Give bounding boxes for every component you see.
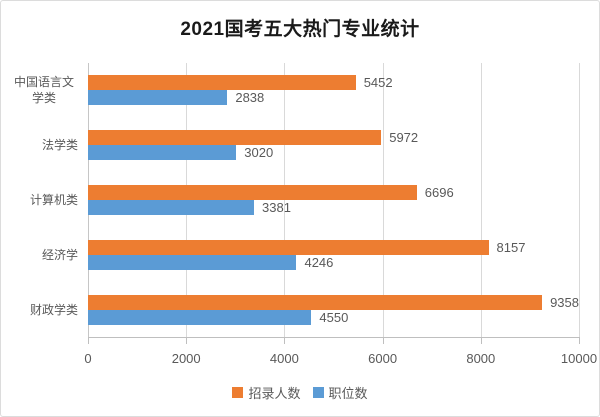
gridline bbox=[579, 63, 580, 337]
category-label: 计算机类 bbox=[29, 192, 78, 207]
legend-item: 招录人数 bbox=[232, 383, 301, 402]
category-cell: 财政学类 bbox=[1, 282, 83, 337]
x-axis-tick-label: 10000 bbox=[560, 351, 598, 366]
table-row: 6696 3381 bbox=[88, 173, 579, 228]
bar-line: 3381 bbox=[88, 199, 579, 215]
value-label: 4550 bbox=[319, 309, 349, 325]
axis-tick-mark bbox=[579, 337, 580, 344]
bar-line: 4550 bbox=[88, 309, 579, 325]
position-count-bar bbox=[88, 145, 237, 161]
bar-line: 9358 bbox=[88, 294, 579, 310]
value-label: 2838 bbox=[235, 90, 265, 106]
table-row: 8157 4246 bbox=[88, 227, 579, 282]
position-count-bar bbox=[88, 199, 254, 215]
legend-item: 职位数 bbox=[312, 383, 368, 402]
bar-line: 2838 bbox=[88, 90, 579, 106]
gridline bbox=[284, 63, 286, 337]
x-axis-tick-label: 2000 bbox=[171, 351, 201, 366]
value-label: 5972 bbox=[389, 130, 419, 146]
bar-rows-layer: 5452 2838 5972 3020 6696 3381 8157 4246 9358 4550 bbox=[88, 63, 579, 337]
category-cell: 中国语言文学类 bbox=[1, 63, 83, 118]
x-axis: 0 2000 4000 6000 8000 10000 bbox=[84, 351, 597, 367]
bar-line: 4246 bbox=[88, 254, 579, 270]
bar-line: 6696 bbox=[88, 184, 579, 200]
legend-label: 招录人数 bbox=[248, 386, 301, 401]
bar-line: 3020 bbox=[88, 145, 579, 161]
category-cell: 法学类 bbox=[1, 118, 83, 173]
position-count-bar bbox=[88, 254, 297, 270]
recruit-count-bar bbox=[88, 184, 417, 200]
category-label: 中国语言文学类 bbox=[13, 75, 74, 106]
axis-tick-mark bbox=[480, 337, 482, 344]
value-label: 8157 bbox=[496, 239, 526, 255]
value-label: 4246 bbox=[304, 254, 334, 270]
value-label: 3381 bbox=[262, 199, 291, 215]
category-cell: 计算机类 bbox=[1, 173, 83, 228]
axis-tick-mark bbox=[186, 337, 188, 344]
recruit-count-bar bbox=[88, 239, 489, 255]
axis-tick-mark bbox=[88, 337, 89, 344]
plot-area: 5452 2838 5972 3020 6696 3381 8157 4246 9358 4550 bbox=[88, 63, 580, 344]
legend: 招录人数 职位数 bbox=[1, 383, 599, 402]
category-label: 经济学 bbox=[41, 247, 78, 262]
bar-line: 8157 bbox=[88, 239, 579, 255]
chart-title: 2021国考五大热门专业统计 bbox=[180, 19, 420, 40]
value-label: 3020 bbox=[244, 145, 274, 161]
gridline bbox=[480, 63, 482, 337]
legend-swatch-icon bbox=[232, 387, 244, 398]
x-axis-tick-label: 4000 bbox=[269, 351, 299, 366]
category-label: 法学类 bbox=[41, 138, 78, 153]
legend-label: 职位数 bbox=[328, 386, 368, 401]
category-label: 财政学类 bbox=[29, 302, 78, 317]
axis-tick-mark bbox=[284, 337, 286, 344]
recruit-count-bar bbox=[88, 294, 543, 310]
x-axis-tick-label: 6000 bbox=[368, 351, 398, 366]
bar-line: 5452 bbox=[88, 75, 579, 91]
x-axis-tick-label: 8000 bbox=[466, 351, 496, 366]
value-label: 5452 bbox=[363, 75, 393, 91]
bar-line: 5972 bbox=[88, 130, 579, 146]
table-row: 9358 4550 bbox=[88, 282, 579, 337]
position-count-bar bbox=[88, 309, 312, 325]
position-count-bar bbox=[88, 90, 228, 106]
value-label: 9358 bbox=[550, 294, 579, 310]
recruit-count-bar bbox=[88, 75, 356, 91]
category-axis: 中国语言文学类法学类计算机类经济学财政学类 bbox=[1, 63, 83, 337]
gridline bbox=[382, 63, 384, 337]
x-axis-tick-label: 0 bbox=[84, 351, 92, 366]
table-row: 5452 2838 bbox=[88, 63, 579, 118]
table-row: 5972 3020 bbox=[88, 118, 579, 173]
category-cell: 经济学 bbox=[1, 227, 83, 282]
recruit-count-bar bbox=[88, 130, 382, 146]
value-label: 6696 bbox=[424, 184, 454, 200]
axis-tick-mark bbox=[382, 337, 384, 344]
legend-swatch-icon bbox=[312, 387, 324, 398]
